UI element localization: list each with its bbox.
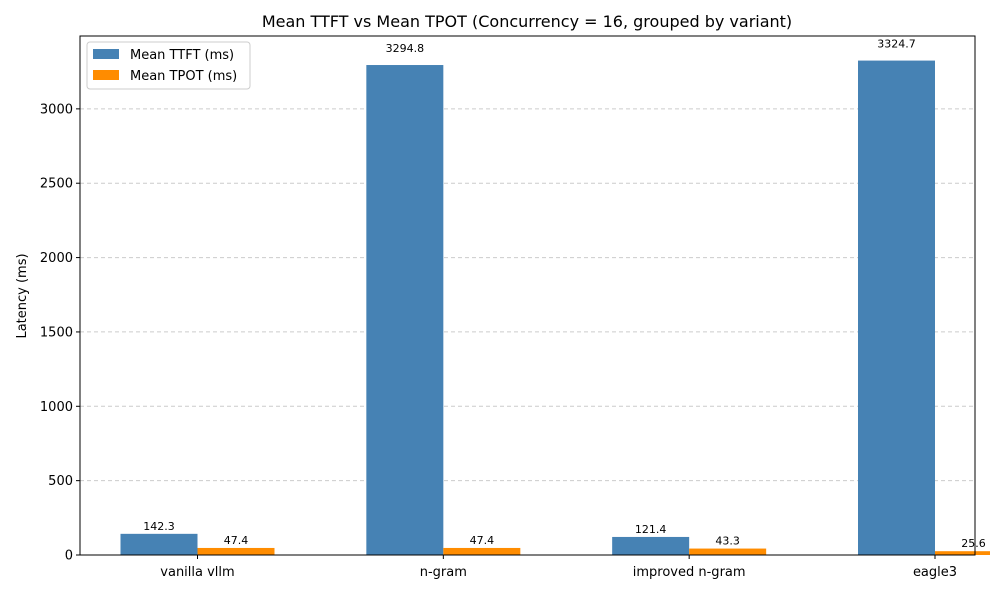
y-tick-label: 1000 (40, 400, 73, 415)
x-tick-label: eagle3 (913, 565, 957, 580)
legend: Mean TTFT (ms) Mean TPOT (ms) (86, 41, 251, 90)
legend-label-tpot: Mean TPOT (ms) (130, 69, 237, 84)
bar-tpot (197, 547, 275, 555)
data-label: 121.4 (635, 523, 667, 536)
legend-box (86, 41, 251, 90)
data-label: 47.4 (224, 534, 249, 547)
y-tick-label: 2500 (40, 177, 73, 192)
data-label: 47.4 (470, 534, 495, 547)
bar-ttft (612, 536, 690, 555)
legend-label-ttft: Mean TTFT (ms) (130, 48, 234, 63)
data-label: 43.3 (715, 535, 740, 548)
data-label: 3324.7 (877, 38, 916, 51)
chart-title: Mean TTFT vs Mean TPOT (Concurrency = 16… (262, 12, 792, 31)
y-tick-label: 3000 (40, 102, 73, 117)
y-tick-label: 2000 (40, 251, 73, 266)
y-tick-label: 0 (65, 549, 73, 564)
grid-lines (80, 108, 975, 482)
data-labels: 142.3 47.4 3294.8 47.4 121.4 43.3 3324.7 25.6 (143, 38, 986, 551)
y-tick-label: 1500 (40, 325, 73, 340)
bar-ttft (366, 65, 444, 555)
bar-tpot (689, 548, 767, 555)
bar-tpot (935, 551, 990, 555)
bar-ttft (120, 533, 198, 555)
data-label: 142.3 (143, 520, 175, 533)
legend-swatch-ttft (93, 49, 119, 59)
x-axis: vanilla vllm n-gram improved n-gram eagle3 (160, 555, 957, 580)
legend-swatch-tpot (93, 70, 119, 80)
bar-ttft (858, 60, 935, 556)
y-axis: 0 500 1000 1500 2000 2500 3000 (40, 102, 80, 564)
x-tick-label: improved n-gram (633, 565, 746, 580)
data-label: 3294.8 (386, 42, 425, 55)
data-label: 25.6 (961, 537, 986, 550)
y-axis-label: Latency (ms) (15, 253, 30, 338)
bar-tpot (443, 547, 521, 555)
y-tick-label: 500 (48, 474, 73, 489)
bars (120, 60, 990, 556)
plot-frame (79, 35, 976, 556)
x-tick-label: n-gram (420, 565, 467, 580)
x-tick-label: vanilla vllm (160, 565, 234, 580)
